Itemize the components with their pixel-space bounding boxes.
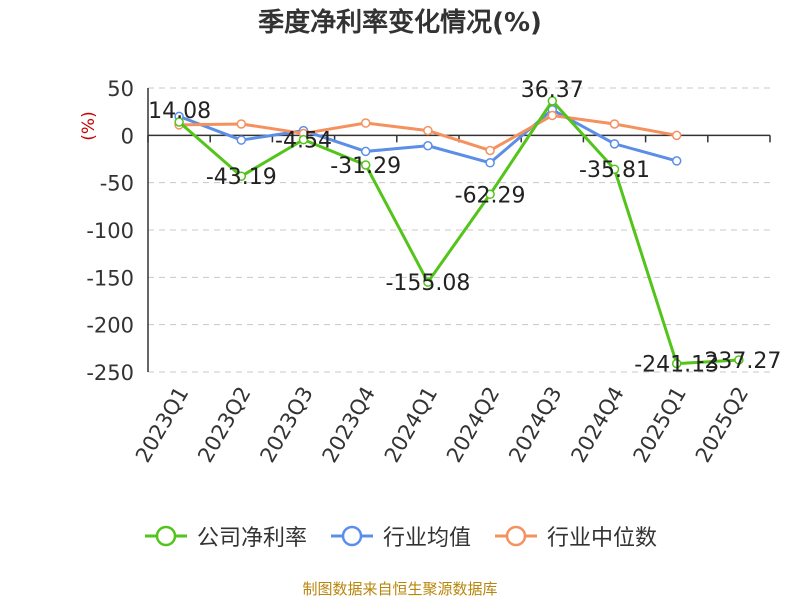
- x-tick-label: 2024Q4: [566, 383, 628, 467]
- legend-label: 行业中位数: [547, 526, 658, 551]
- data-label: -62.29: [455, 183, 526, 208]
- data-labels: 14.08 -43.19 -4.54-31.29 -155.08 -62.29 36.37…: [148, 78, 781, 378]
- data-label: -43.19: [206, 165, 277, 190]
- data-point: [609, 139, 620, 149]
- data-point: [423, 277, 433, 287]
- x-tick-label: 2024Q3: [504, 383, 566, 467]
- data-point: [174, 117, 184, 127]
- legend: 公司净利率 行业均值 行业中位数: [0, 518, 800, 554]
- legend-label: 行业均值: [382, 526, 471, 551]
- data-label: 14.08: [148, 99, 211, 124]
- x-tick-label: 2024Q2: [442, 382, 504, 466]
- source-note: 制图数据来自恒生聚源数据库: [302, 580, 498, 598]
- x-tick-label: 2023Q3: [255, 383, 317, 467]
- y-tick-label: -200: [86, 314, 134, 338]
- legend-swatch: [330, 525, 373, 547]
- legend-item[interactable]: 公司净利率: [143, 520, 307, 552]
- x-tick-label: 2024Q1: [380, 383, 442, 467]
- data-point: [547, 110, 558, 121]
- data-point: [547, 96, 558, 106]
- data-point: [423, 125, 433, 136]
- legend-marker: [155, 525, 177, 547]
- y-tick-label: 50: [107, 77, 134, 101]
- grid-lines: [148, 87, 770, 373]
- x-tick-label: 2023Q2: [193, 383, 255, 467]
- legend-swatch: [495, 525, 537, 547]
- data-point: [671, 156, 682, 166]
- data-point: [485, 189, 495, 200]
- data-point: [671, 130, 682, 141]
- data-point: [609, 164, 620, 174]
- legend-item[interactable]: 行业均值: [329, 520, 471, 552]
- chart-title: 季度净利率变化情况(%): [258, 8, 542, 38]
- series-line: [178, 99, 739, 366]
- data-label: -4.54: [275, 129, 332, 154]
- data-point: [485, 145, 495, 156]
- data-point: [360, 146, 371, 157]
- y-tick-label: -150: [86, 266, 134, 290]
- legend-item[interactable]: 行业中位数: [493, 520, 657, 552]
- x-tick-label: 2023Q1: [131, 383, 193, 467]
- y-tick-label: -250: [86, 361, 134, 385]
- data-label: -155.08: [385, 271, 470, 296]
- chart-plot-area: 500-50-100-150-200-250(%)2023Q1 2023Q2 202…: [79, 77, 781, 467]
- y-axis-label: (%): [79, 111, 99, 140]
- data-label: -35.81: [579, 158, 650, 183]
- legend-swatch: [144, 525, 187, 547]
- data-label: -31.29: [330, 154, 401, 179]
- data-point: [236, 119, 247, 129]
- y-tick-label: -50: [100, 172, 134, 196]
- data-point: [236, 135, 247, 145]
- data-point: [609, 119, 620, 129]
- data-point: [485, 158, 495, 168]
- data-point: [298, 134, 309, 145]
- x-tick-label: 2025Q2: [691, 383, 753, 467]
- legend-marker: [505, 525, 527, 547]
- x-tick-label: 2023Q4: [318, 383, 380, 467]
- legend-marker: [341, 525, 363, 547]
- data-point: [671, 358, 682, 369]
- y-tick-label: -100: [86, 219, 134, 243]
- data-label: 36.37: [521, 78, 584, 103]
- data-point: [360, 160, 371, 170]
- x-tick-label: 2025Q1: [629, 383, 691, 467]
- data-point: [360, 118, 371, 128]
- y-tick-label: 0: [121, 124, 134, 148]
- data-label: -237.27: [696, 349, 781, 374]
- data-point: [236, 171, 247, 181]
- legend-label: 公司净利率: [196, 526, 307, 551]
- data-point: [423, 140, 433, 151]
- data-point: [734, 355, 744, 365]
- data-label: -241.13: [634, 353, 719, 378]
- series-lines: [174, 96, 744, 369]
